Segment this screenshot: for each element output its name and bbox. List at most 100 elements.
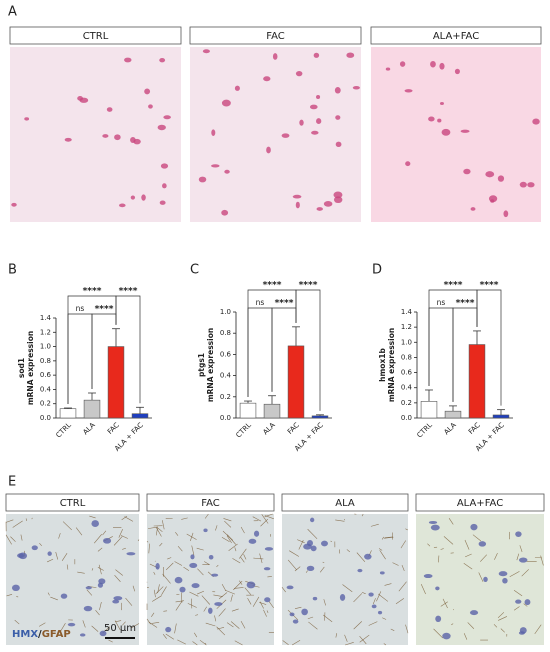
fiber (401, 564, 405, 571)
fiber (189, 591, 199, 597)
micrograph (416, 514, 544, 645)
nucleus (316, 94, 321, 99)
fiber (75, 527, 83, 536)
nucleus (515, 599, 522, 604)
fiber (356, 552, 366, 563)
fiber (342, 584, 353, 593)
fiber (115, 569, 123, 576)
fiber (281, 587, 286, 593)
nucleus (321, 540, 328, 547)
fiber (114, 620, 121, 631)
fiber (157, 527, 163, 533)
fiber (132, 585, 136, 592)
fiber (159, 542, 163, 547)
fiber (398, 581, 407, 592)
nucleus (435, 586, 440, 591)
nucleus (527, 182, 535, 188)
fiber (500, 628, 505, 633)
nucleus (292, 619, 299, 624)
y-tick-label: 1.0 (40, 343, 51, 351)
fiber (534, 624, 542, 635)
nucleus (469, 610, 479, 616)
fiber (368, 621, 378, 626)
fiber (226, 535, 232, 544)
significance-label: **** (119, 287, 138, 297)
significance-bracket (295, 289, 321, 411)
nucleus (301, 608, 308, 616)
nucleus (144, 88, 151, 95)
y-tick-label: 1.4 (401, 308, 413, 316)
fiber (478, 572, 484, 582)
fiber (161, 586, 167, 595)
fiber (98, 564, 102, 575)
panel-header-text: CTRL (60, 498, 86, 509)
fiber (378, 548, 383, 551)
nucleus (77, 96, 84, 101)
fiber (137, 539, 140, 542)
fiber (359, 634, 370, 643)
fiber (224, 589, 235, 595)
fiber (82, 620, 86, 628)
nucleus (339, 593, 346, 601)
fiber (163, 610, 168, 612)
nucleus (264, 547, 274, 551)
fiber (463, 633, 468, 640)
micrograph (10, 47, 181, 222)
bar (492, 414, 510, 419)
fiber (5, 534, 12, 545)
fiber (102, 530, 107, 536)
panel-label: D (372, 263, 382, 278)
nucleus (316, 207, 323, 211)
nucleus (497, 175, 505, 182)
fiber (148, 543, 150, 554)
fiber (259, 553, 263, 564)
nucleus (266, 146, 271, 154)
nucleus (190, 554, 195, 560)
nucleus (515, 531, 522, 537)
fiber (12, 520, 23, 528)
panel-header-text: FAC (266, 31, 284, 42)
fiber (384, 536, 394, 539)
fiber (215, 525, 218, 531)
fiber (174, 623, 177, 634)
nucleus (299, 119, 304, 126)
fiber (203, 606, 207, 612)
fiber (338, 549, 341, 554)
fiber (66, 564, 69, 570)
fiber (205, 622, 216, 627)
nucleus (524, 599, 531, 606)
nucleus (208, 607, 213, 614)
fiber (162, 573, 171, 584)
bar (83, 399, 101, 419)
fiber (294, 606, 302, 610)
fiber (113, 536, 123, 546)
fiber (14, 619, 20, 625)
nucleus (159, 57, 166, 63)
panel-header (415, 493, 545, 512)
nucleus (99, 630, 107, 637)
nucleus (103, 537, 112, 544)
fiber (95, 609, 100, 616)
fiber (240, 557, 245, 563)
fiber (204, 561, 210, 566)
fiber (440, 601, 448, 607)
fiber (384, 583, 392, 586)
y-axis-title: mRNA expression (206, 328, 215, 402)
nucleus (24, 117, 30, 121)
nucleus (454, 68, 460, 75)
nucleus (221, 99, 231, 107)
fiber (155, 526, 159, 536)
significance-bracket (67, 313, 93, 404)
fiber (307, 616, 314, 620)
fiber (174, 561, 183, 566)
bar (239, 402, 257, 419)
fiber (323, 614, 333, 623)
fiber (223, 518, 232, 522)
nucleus (160, 163, 169, 169)
nucleus (286, 585, 294, 590)
x-tick-label: FAC (106, 421, 121, 436)
fiber (196, 547, 204, 551)
fiber (395, 598, 405, 605)
fiber (222, 530, 234, 541)
fiber (287, 559, 297, 570)
